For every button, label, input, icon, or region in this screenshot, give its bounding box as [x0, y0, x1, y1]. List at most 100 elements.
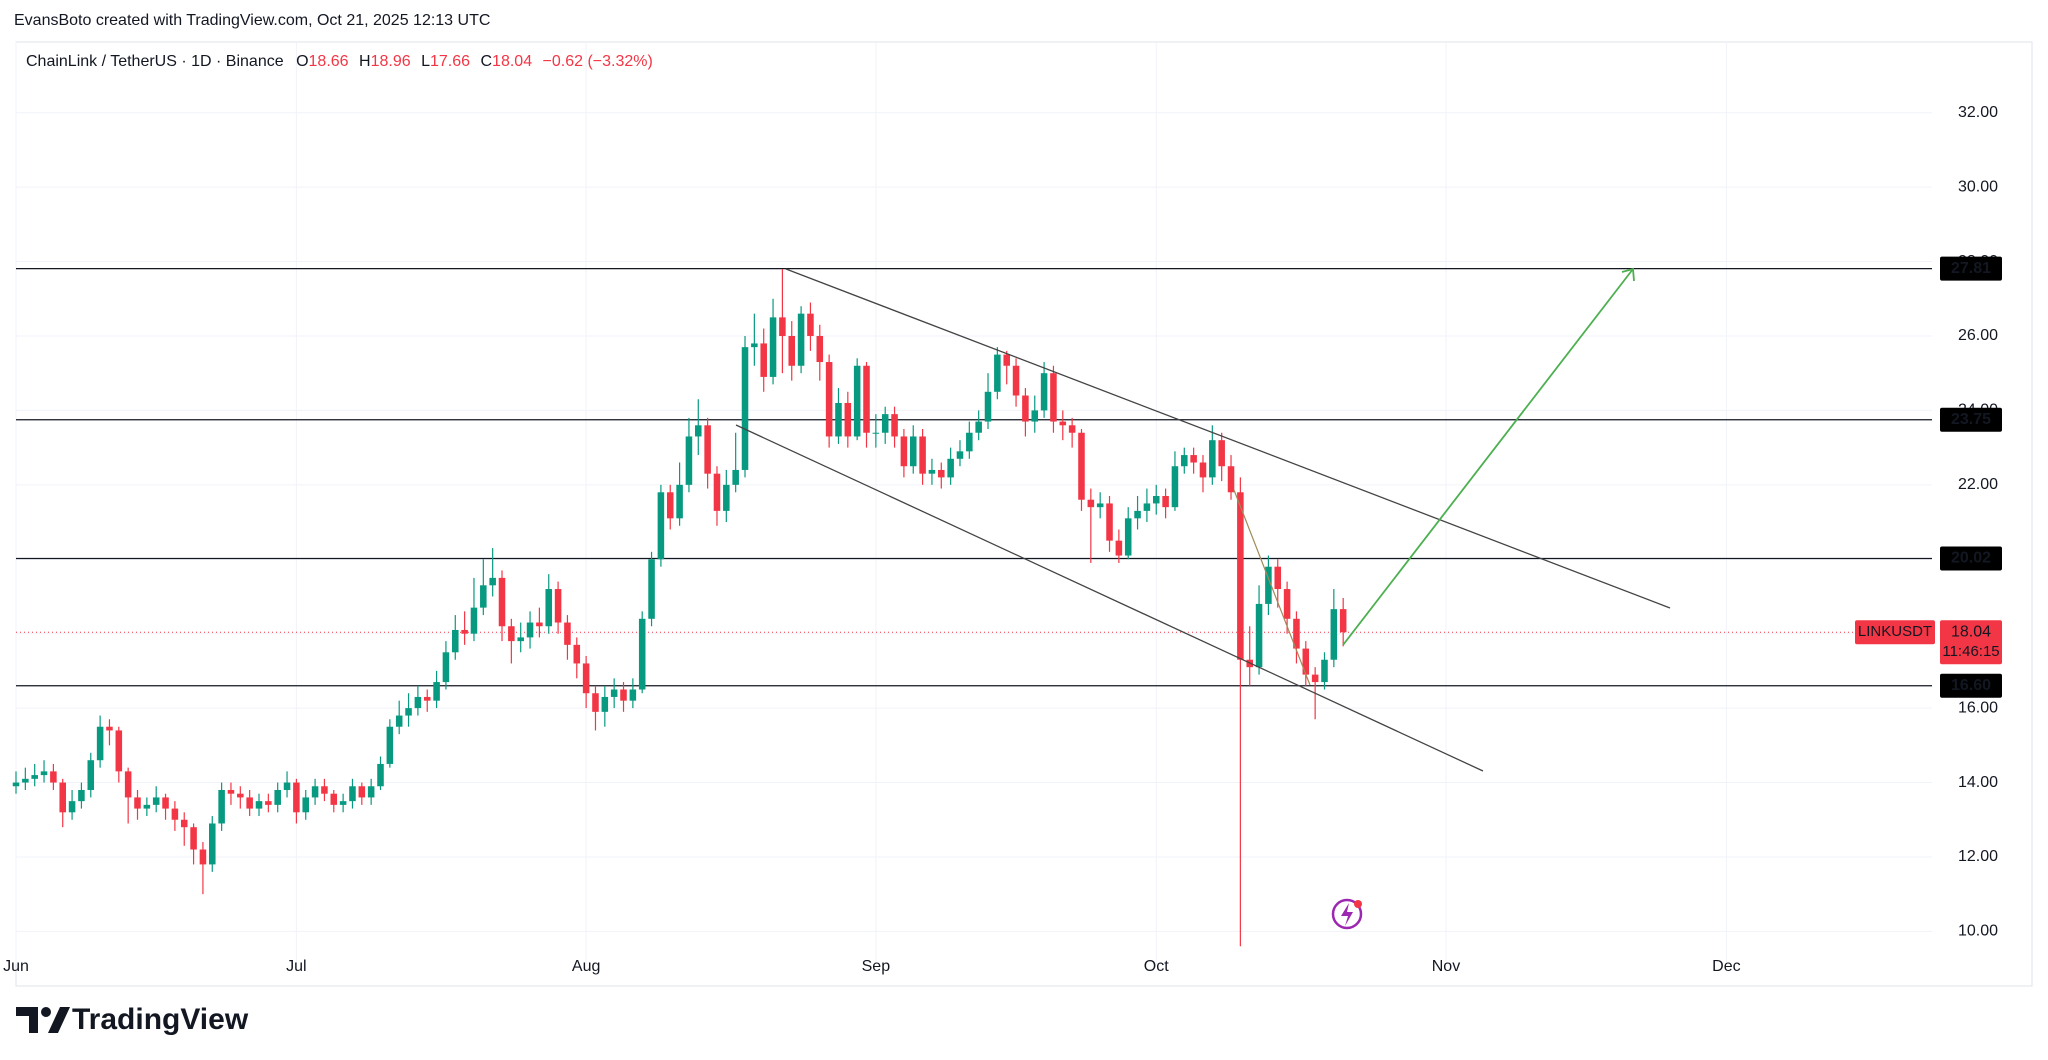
y-tick-label: 32.00 [1958, 104, 1998, 121]
x-tick-label: Sep [862, 958, 891, 975]
candle-body [517, 637, 524, 642]
candle-body [59, 782, 67, 813]
candle-body [564, 622, 571, 645]
candle-body [536, 622, 543, 627]
candle-body [339, 801, 347, 805]
candle-body [40, 771, 48, 776]
candle-body [321, 786, 328, 794]
candles [12, 269, 1347, 947]
candle-body [1115, 540, 1123, 556]
candle-body [573, 644, 581, 664]
change: −0.62 (−3.32%) [543, 53, 653, 70]
candle-body [1283, 589, 1291, 619]
x-tick-label: Dec [1712, 958, 1740, 975]
symbol-label: LINKUSDT [1858, 623, 1932, 640]
candle-body [788, 335, 796, 366]
candle-body [1311, 674, 1319, 683]
x-tick-label: Aug [572, 958, 600, 975]
candle-body [947, 458, 954, 478]
candle-body [629, 689, 637, 701]
candle-body [1209, 440, 1216, 478]
candle-body [162, 797, 169, 809]
high-value: 18.96 [371, 53, 411, 70]
candle-body [909, 436, 917, 467]
x-tick-label: Nov [1432, 958, 1460, 975]
candle-body [22, 778, 29, 783]
candle-body [395, 715, 403, 727]
y-tick-label: 26.00 [1958, 327, 1998, 344]
candle-body [760, 343, 767, 377]
candle-body [1255, 603, 1263, 668]
symbol-legend: ChainLink / TetherUS · 1D · Binance O18.… [26, 53, 653, 70]
alert-icon[interactable] [1331, 898, 1363, 930]
candle-body [1059, 421, 1067, 426]
candle-body [311, 786, 319, 798]
candle-body [863, 365, 870, 433]
candle-body [994, 354, 1001, 392]
candle-body [816, 335, 824, 363]
candle-body [807, 313, 814, 336]
symbol-label-box [1855, 620, 1935, 645]
candle-body [1237, 492, 1244, 660]
candle-body [68, 801, 76, 813]
candle-body [1321, 659, 1328, 683]
axis: 10.0012.0014.0016.0018.0020.0022.0024.00… [3, 104, 2002, 975]
candle-body [283, 782, 291, 790]
candle-body [975, 421, 982, 433]
candle-body [1171, 466, 1179, 508]
candle-body [1152, 496, 1160, 504]
candle-body [1181, 455, 1188, 467]
logo-dot [41, 1007, 51, 1017]
candle-body [106, 726, 113, 731]
candle-body [180, 819, 188, 828]
candle-body [676, 484, 683, 519]
alert-dot [1354, 900, 1362, 908]
candle-body [1274, 566, 1282, 590]
candle-body [1227, 466, 1235, 493]
candle-body [414, 696, 422, 709]
candle-body [377, 763, 384, 787]
candle-body [470, 607, 478, 634]
candle-body [227, 789, 235, 794]
open-value: 18.66 [309, 53, 349, 70]
channel-upper [785, 268, 1671, 609]
candle-body [31, 775, 38, 779]
candle-body [489, 577, 496, 586]
candle-body [713, 473, 721, 511]
candle-body [115, 730, 123, 772]
candle-body [526, 622, 534, 638]
candle-body [246, 797, 253, 809]
candle-body [1003, 354, 1010, 366]
candle-body [218, 789, 225, 824]
low-value: 17.66 [430, 53, 470, 70]
candle-body [50, 771, 57, 783]
candle-body [134, 797, 141, 809]
candle-body [900, 436, 908, 467]
candle-body [1022, 395, 1029, 422]
candle-body [1339, 609, 1347, 633]
candle-body [433, 682, 440, 701]
l-letter: L [421, 53, 430, 70]
level-label: 23.75 [1951, 411, 1991, 428]
candle-body [480, 585, 487, 608]
x-tick-label: Oct [1144, 958, 1169, 975]
arrow-head [1621, 267, 1635, 282]
candle-body [78, 789, 85, 802]
candle-body [1218, 440, 1225, 467]
brand: TradingView [72, 1003, 249, 1036]
candle-body [405, 708, 412, 716]
candle-body [1012, 365, 1020, 396]
candle-body [349, 786, 356, 802]
candle-body [302, 797, 310, 813]
level-label: 20.02 [1951, 550, 1991, 567]
logo-mark [48, 1007, 70, 1033]
level-label-box [1940, 256, 2002, 281]
chart-frame [15, 41, 2033, 987]
candle-body [96, 726, 104, 761]
candle-body [554, 589, 562, 623]
candle-body [190, 827, 197, 850]
channel-lower [735, 424, 1484, 772]
candle-body [582, 663, 590, 694]
candle-body [648, 559, 655, 619]
